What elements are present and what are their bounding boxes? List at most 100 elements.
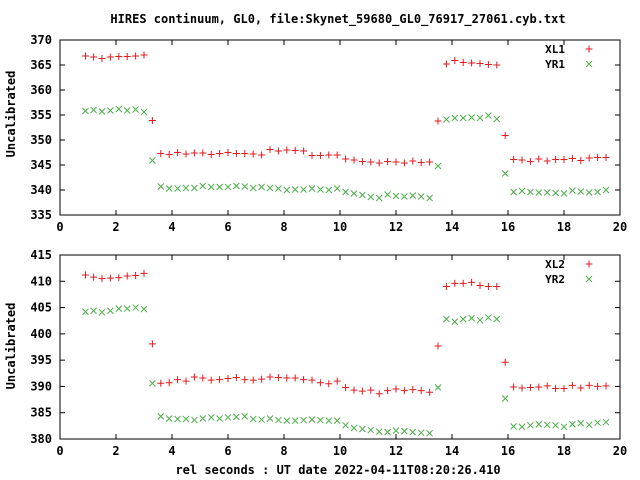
upper-xl1-point xyxy=(224,149,232,156)
upper-yr1-point xyxy=(510,188,517,196)
upper-yr1-point xyxy=(569,187,576,194)
upper-y-tick-label: 370 xyxy=(30,33,52,47)
lower-yr2-point xyxy=(249,415,257,423)
lower-x-tick-label: 20 xyxy=(613,444,627,458)
lower-yr2-point xyxy=(375,428,383,435)
lower-legend-label-xl2: XL2 xyxy=(545,258,565,271)
lower-y-axis-label: Uncalibrated xyxy=(4,303,18,390)
upper-xl1-point xyxy=(258,151,266,159)
upper-yr1-point xyxy=(308,185,316,192)
lower-y-tick-label: 395 xyxy=(30,353,52,367)
lower-x-tick-label: 6 xyxy=(224,444,231,458)
upper-yr1-point xyxy=(224,183,232,191)
lower-xl2-point xyxy=(426,388,434,396)
lower-xl2-point xyxy=(333,377,341,385)
upper-xl1-point xyxy=(543,157,551,165)
upper-yr1-point xyxy=(291,186,299,193)
lower-yr2-point xyxy=(409,428,417,436)
upper-xl1-point xyxy=(333,151,341,159)
upper-yr1-point xyxy=(258,183,265,191)
lower-yr2-point xyxy=(157,413,165,420)
upper-xl1-point xyxy=(140,51,148,59)
lower-legend-marker-yr2 xyxy=(585,275,593,283)
upper-yr1-point xyxy=(401,193,408,200)
upper-xl1-point xyxy=(216,150,224,157)
lower-xl2-point xyxy=(291,374,299,382)
upper-legend-marker-yr1 xyxy=(585,60,593,68)
upper-xl1-point xyxy=(81,52,89,60)
lower-yr2-point xyxy=(342,421,349,429)
lower-yr2-point xyxy=(443,315,450,323)
upper-yr1-point xyxy=(443,116,450,123)
lower-yr2-point xyxy=(258,416,265,423)
upper-xl1-point xyxy=(568,155,576,162)
lower-xl2-point xyxy=(106,274,114,282)
lower-yr2-point xyxy=(350,424,358,432)
upper-xl1-point xyxy=(476,60,484,67)
upper-legend-label-xl1: XL1 xyxy=(545,43,565,56)
upper-x-tick-label: 2 xyxy=(112,220,119,234)
upper-x-tick-label: 16 xyxy=(501,220,515,234)
lower-xl2-point xyxy=(350,386,358,394)
lower-yr2-point xyxy=(300,416,307,424)
upper-yr1-point xyxy=(585,189,593,196)
lower-xl2-point xyxy=(400,387,408,395)
upper-yr1-point xyxy=(392,192,400,200)
lower-yr2-point xyxy=(535,420,543,428)
lower-xl2-point xyxy=(451,279,459,287)
upper-xl1-point xyxy=(266,146,274,153)
upper-xl1-point xyxy=(182,150,190,158)
upper-xl1-point xyxy=(501,132,509,139)
lower-xl2-point xyxy=(510,383,518,391)
upper-xl1-point xyxy=(367,158,375,166)
upper-yr1-point xyxy=(459,114,467,122)
upper-yr1-point xyxy=(527,188,534,196)
upper-xl1-point xyxy=(484,61,492,68)
upper-x-tick-label: 4 xyxy=(168,220,175,234)
lower-yr2-point xyxy=(485,314,492,321)
upper-xl1-point xyxy=(602,154,610,161)
lower-yr2-point xyxy=(552,421,559,429)
upper-x-tick-label: 18 xyxy=(557,220,571,234)
upper-y-tick-label: 340 xyxy=(30,183,52,197)
lower-yr2-point xyxy=(224,414,232,421)
lower-xl2-point xyxy=(501,358,509,366)
lower-yr2-point xyxy=(233,413,240,421)
lower-yr2-point xyxy=(132,304,139,311)
lower-xl2-point xyxy=(409,386,417,394)
upper-xl1-point xyxy=(174,149,182,156)
upper-xl1-point xyxy=(526,158,534,165)
lower-y-tick-label: 410 xyxy=(30,274,52,288)
lower-yr2-point xyxy=(140,305,148,313)
lower-x-tick-label: 8 xyxy=(280,444,287,458)
upper-yr1-point xyxy=(359,191,366,199)
upper-xl1-point xyxy=(199,149,207,157)
upper-yr1-point xyxy=(199,182,207,190)
upper-xl1-point xyxy=(594,154,602,161)
upper-xl1-point xyxy=(190,149,198,157)
upper-yr1-point xyxy=(384,191,391,198)
upper-xl1-point xyxy=(350,156,358,164)
lower-xl2-point xyxy=(266,373,274,381)
upper-yr1-point xyxy=(82,107,89,115)
lower-yr2-point xyxy=(367,426,375,434)
upper-yr1-point xyxy=(543,189,551,196)
lower-y-tick-label: 380 xyxy=(30,432,52,446)
lower-x-tick-label: 18 xyxy=(557,444,571,458)
lower-xl2-point xyxy=(417,387,425,395)
lower-series-xl2 xyxy=(81,269,610,398)
upper-yr1-point xyxy=(485,112,492,119)
lower-xl2-point xyxy=(484,283,492,291)
upper-yr1-point xyxy=(501,170,509,177)
upper-xl1-point xyxy=(148,117,156,124)
lower-xl2-point xyxy=(300,376,308,384)
upper-yr1-point xyxy=(518,187,526,195)
upper-y-axis-label: Uncalibrated xyxy=(4,71,18,158)
upper-yr1-point xyxy=(233,182,240,190)
lower-xl2-point xyxy=(132,272,140,280)
upper-yr1-point xyxy=(602,186,610,194)
lower-xl2-point xyxy=(115,274,123,282)
lower-legend-label-yr2: YR2 xyxy=(545,273,565,286)
lower-y-tick-label: 405 xyxy=(30,301,52,315)
